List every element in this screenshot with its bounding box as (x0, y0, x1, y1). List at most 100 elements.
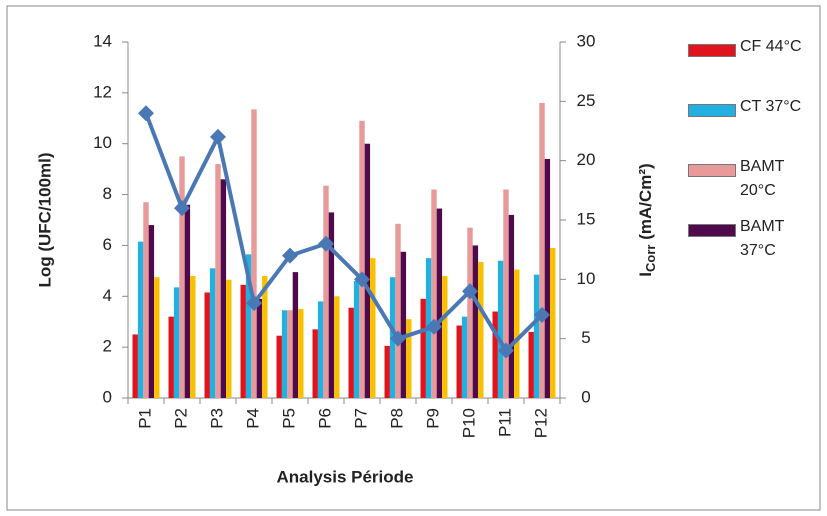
bar (359, 120, 365, 398)
marker (174, 200, 190, 217)
bar (323, 185, 329, 398)
y-tick-label: 8 (103, 184, 112, 203)
x-tick-label: P9 (423, 408, 442, 429)
legend-label: CF 44°C (740, 38, 802, 55)
x-tick-label: P8 (387, 408, 406, 429)
x-tick-label: P1 (135, 408, 154, 429)
bar (292, 272, 299, 398)
bar (334, 296, 340, 398)
bar (215, 164, 221, 398)
x-axis-title: Analysis Période (276, 467, 413, 486)
x-tick-label: P11 (495, 408, 514, 437)
bar (168, 316, 174, 398)
marker (354, 271, 370, 288)
bar (287, 310, 293, 398)
bar (528, 331, 534, 398)
bar (431, 189, 437, 398)
bar (143, 202, 149, 398)
bar (220, 179, 227, 398)
bar (492, 311, 498, 398)
bar (472, 245, 479, 398)
bar (508, 214, 515, 398)
marker (318, 235, 334, 252)
x-tick-label: P10 (459, 408, 478, 438)
y2-axis-title: ICorr (mA/Cm²) (636, 163, 658, 276)
y-tick-label: 14 (93, 31, 112, 50)
bar (478, 261, 484, 398)
x-tick-label: P3 (207, 408, 226, 429)
bar (226, 279, 232, 398)
bar (317, 301, 324, 398)
x-tick-label: P12 (531, 408, 550, 438)
bar (456, 325, 462, 398)
y2-tick-label: 25 (577, 91, 596, 110)
marker (390, 330, 406, 347)
y2-title-rest: (mA/Cm²) (636, 163, 655, 244)
bar (503, 189, 509, 398)
y2-title-sub: Corr (643, 245, 658, 272)
bar (245, 254, 252, 398)
y2-tick-label: 10 (577, 269, 596, 288)
y2-title-main: I (636, 272, 655, 277)
bar (348, 307, 354, 398)
x-tick-label: P6 (315, 408, 334, 429)
bar (276, 335, 282, 398)
bar (395, 223, 401, 398)
legend-item: CF 44°C (688, 38, 810, 59)
x-tick-label: P7 (351, 408, 370, 429)
marker (210, 128, 226, 145)
marker (138, 105, 154, 122)
bar (137, 241, 144, 398)
bar (406, 319, 412, 398)
x-tick-label: P5 (279, 408, 298, 429)
bar (256, 298, 263, 398)
y-tick-label: 12 (93, 82, 112, 101)
y2-tick-label: 15 (577, 209, 596, 228)
y-axis-title: Log (UFC/100ml) (35, 152, 54, 287)
y-tick-label: 10 (93, 133, 112, 152)
bar (467, 227, 473, 398)
y-tick-label: 6 (103, 235, 112, 254)
y-tick-label: 2 (103, 337, 112, 356)
bar (240, 284, 246, 398)
bar (550, 247, 556, 398)
legend-swatch (688, 164, 736, 177)
bar (328, 212, 335, 398)
bar (251, 109, 257, 398)
y2-tick-label: 0 (581, 387, 590, 406)
bar (148, 225, 155, 398)
bar (173, 287, 180, 398)
bar (312, 329, 318, 398)
marker (246, 295, 262, 312)
marker (534, 306, 550, 323)
y-tick-label: 4 (103, 286, 112, 305)
bar (184, 204, 191, 398)
y2-tick-label: 20 (577, 150, 596, 169)
bar (370, 258, 376, 398)
bar (298, 309, 304, 398)
legend-swatch (688, 224, 736, 237)
bar (204, 292, 210, 398)
x-tick-label: P2 (171, 408, 190, 429)
bar (539, 103, 545, 399)
bar (544, 158, 551, 398)
bar (132, 334, 138, 398)
bar (514, 269, 520, 398)
bar (533, 274, 540, 398)
legend-item: CT 37°C (688, 98, 810, 119)
bar (154, 277, 160, 398)
legend-label: CT 37°C (740, 98, 802, 115)
y-tick-label: 0 (103, 387, 112, 406)
marker (426, 318, 442, 335)
bar (420, 298, 426, 398)
marker (498, 342, 514, 359)
bar (442, 275, 448, 398)
bar (353, 281, 360, 398)
y2-tick-label: 5 (581, 328, 590, 347)
marker (462, 283, 478, 300)
legend-item: BAMT 37°C (688, 218, 810, 263)
line (144, 112, 544, 353)
bar (497, 260, 504, 398)
